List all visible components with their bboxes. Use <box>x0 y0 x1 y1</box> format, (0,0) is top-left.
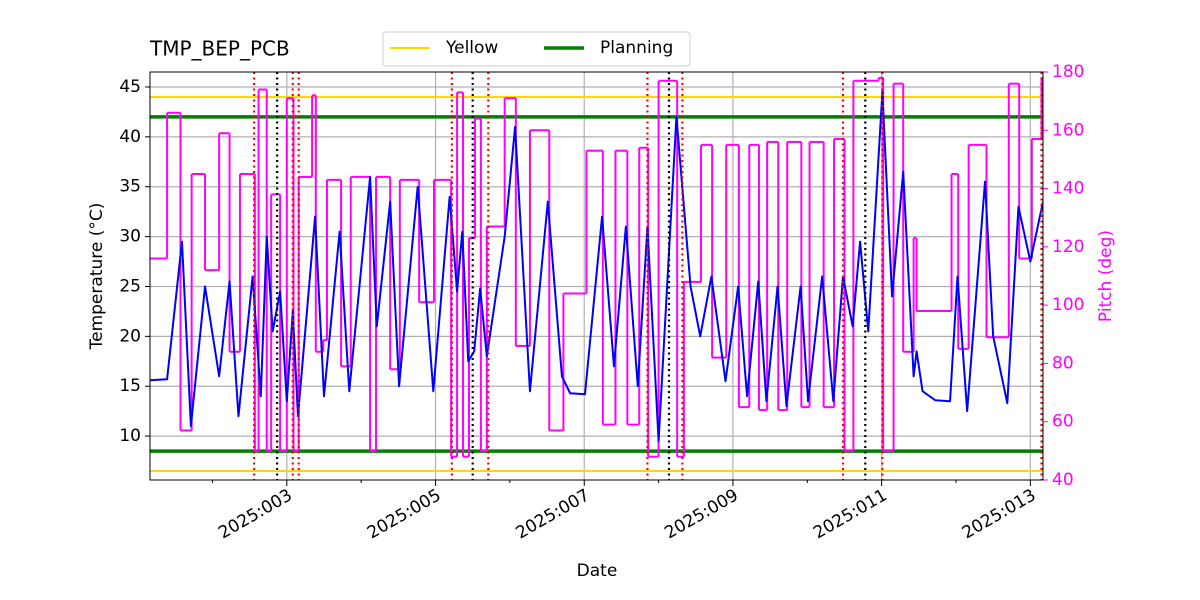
y-tick-label: 15 <box>119 376 141 396</box>
y-tick-label: 20 <box>119 326 141 346</box>
y2-tick-label: 120 <box>1052 237 1084 257</box>
plot-frame <box>149 71 1044 481</box>
y-axis-label: Temperature (°C) <box>87 203 107 351</box>
legend-label: Yellow <box>445 38 498 58</box>
y-tick-label: 25 <box>119 276 141 296</box>
y2-tick-label: 140 <box>1052 179 1084 199</box>
x-tick-label: 2025:003 <box>215 485 296 543</box>
y2-tick-label: 180 <box>1052 62 1084 82</box>
y2-tick-label: 40 <box>1052 470 1074 490</box>
y-tick-label: 45 <box>119 77 141 97</box>
y2-tick-label: 60 <box>1052 412 1074 432</box>
data-line <box>150 90 1043 443</box>
y-tick-label: 30 <box>119 227 141 247</box>
legend-box <box>382 31 691 67</box>
x-tick-label: 2025:011 <box>810 485 891 543</box>
y-tick-label: 35 <box>119 177 141 197</box>
x-tick-label: 2025:013 <box>959 485 1040 543</box>
y2-tick-label: 160 <box>1052 120 1084 140</box>
legend-label: Planning <box>600 38 673 58</box>
y2-axis-label: Pitch (deg) <box>1096 230 1116 322</box>
x-tick-label: 2025:009 <box>661 485 742 543</box>
chart-title: TMP_BEP_PCB <box>149 37 290 61</box>
legend: Yellow Planning <box>382 31 691 67</box>
x-axis-label: Date <box>577 561 618 581</box>
y-tick-label: 40 <box>119 127 141 147</box>
y2-tick-label: 80 <box>1052 353 1074 373</box>
x-tick-label: 2025:007 <box>513 485 594 543</box>
y2-tick-label: 100 <box>1052 295 1084 315</box>
plot-area <box>150 72 1043 480</box>
y-tick-label: 10 <box>119 426 141 446</box>
x-tick-label: 2025:005 <box>364 485 445 543</box>
